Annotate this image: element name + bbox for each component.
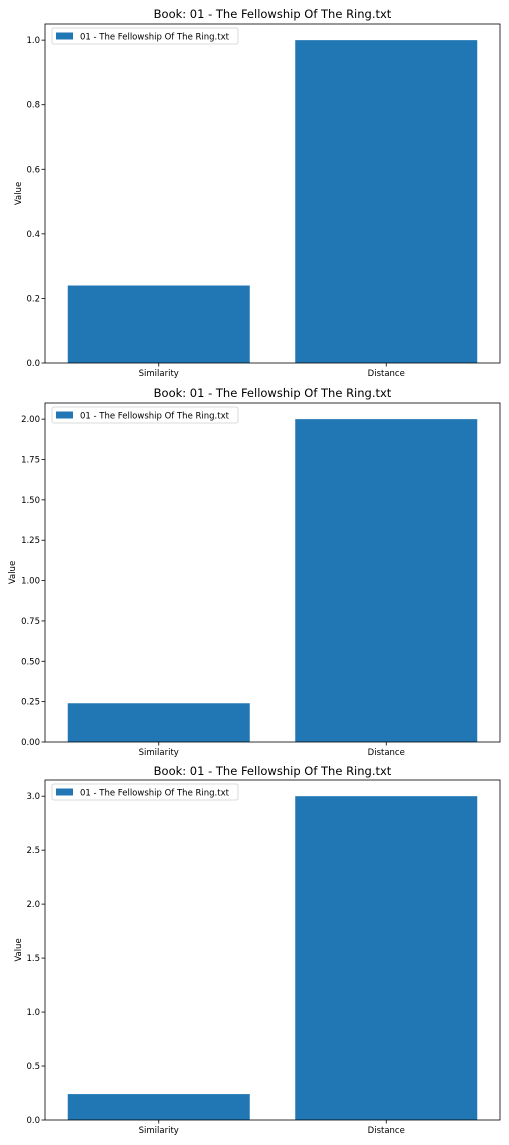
legend-box: [51, 406, 239, 424]
y-tick-label: 0.2: [26, 294, 40, 304]
x-tick-label: Similarity: [139, 1126, 179, 1136]
y-tick-label: 1.0: [26, 1008, 40, 1018]
y-tick-label: 0.8: [26, 101, 40, 111]
y-tick-label: 0.0: [26, 1116, 40, 1126]
y-tick-label: 1.50: [21, 496, 40, 506]
legend-label: 01 - The Fellowship Of The Ring.txt: [80, 789, 230, 799]
y-axis-label: Value: [14, 182, 24, 205]
x-tick-label: Similarity: [139, 748, 179, 758]
bar-similarity: [67, 703, 250, 742]
legend-swatch: [56, 788, 73, 796]
x-tick-label: Distance: [368, 369, 405, 379]
x-tick-label: Distance: [368, 748, 405, 758]
chart-svg-2: Book: 01 - The Fellowship Of The Ring.tx…: [8, 386, 501, 758]
chart-1: Book: 01 - The Fellowship Of The Ring.tx…: [0, 0, 509, 380]
y-tick-label: 1.00: [21, 577, 40, 587]
x-tick-label: Similarity: [139, 369, 179, 379]
y-tick-label: 1.75: [21, 456, 40, 466]
chart-title: Book: 01 - The Fellowship Of The Ring.tx…: [154, 764, 392, 778]
bar-distance: [295, 796, 478, 1120]
legend-label: 01 - The Fellowship Of The Ring.txt: [80, 412, 230, 422]
legend-box: [51, 783, 239, 801]
y-tick-label: 3.0: [26, 792, 40, 802]
chart-svg-1: Book: 01 - The Fellowship Of The Ring.tx…: [14, 7, 501, 379]
bar-distance: [295, 419, 478, 742]
y-axis-label: Value: [14, 938, 24, 961]
legend-box: [51, 27, 239, 45]
chart-title: Book: 01 - The Fellowship Of The Ring.tx…: [154, 7, 392, 21]
y-tick-label: 2.5: [26, 846, 40, 856]
y-tick-label: 1.5: [26, 954, 40, 964]
y-tick-label: 0.6: [26, 165, 40, 175]
plot-frame: [44, 23, 501, 364]
y-tick-label: 0.25: [21, 698, 40, 708]
bar-similarity: [67, 1094, 250, 1120]
legend-label: 01 - The Fellowship Of The Ring.txt: [80, 33, 230, 43]
y-tick-label: 0.4: [26, 230, 40, 240]
legend-swatch: [56, 411, 73, 419]
y-tick-label: 0.5: [26, 1062, 40, 1072]
y-tick-label: 2.0: [26, 900, 40, 910]
bar-distance: [295, 40, 478, 364]
bar-similarity: [67, 285, 250, 363]
plot-frame: [44, 402, 501, 743]
x-tick-label: Distance: [368, 1126, 405, 1136]
y-tick-label: 0.75: [21, 617, 40, 627]
chart-svg-3: Book: 01 - The Fellowship Of The Ring.tx…: [14, 764, 501, 1136]
chart-title: Book: 01 - The Fellowship Of The Ring.tx…: [154, 386, 392, 400]
y-tick-label: 1.25: [21, 536, 40, 546]
y-tick-label: 0.50: [21, 657, 40, 667]
legend-swatch: [56, 32, 73, 40]
y-axis-label: Value: [8, 561, 18, 584]
plot-frame: [44, 779, 501, 1121]
y-tick-label: 2.00: [21, 415, 40, 425]
chart-2: Book: 01 - The Fellowship Of The Ring.tx…: [0, 379, 509, 759]
chart-3: Book: 01 - The Fellowship Of The Ring.tx…: [0, 758, 509, 1145]
y-tick-label: 0.0: [26, 359, 40, 369]
y-tick-label: 0.00: [21, 738, 40, 748]
y-tick-label: 1.0: [26, 36, 40, 46]
